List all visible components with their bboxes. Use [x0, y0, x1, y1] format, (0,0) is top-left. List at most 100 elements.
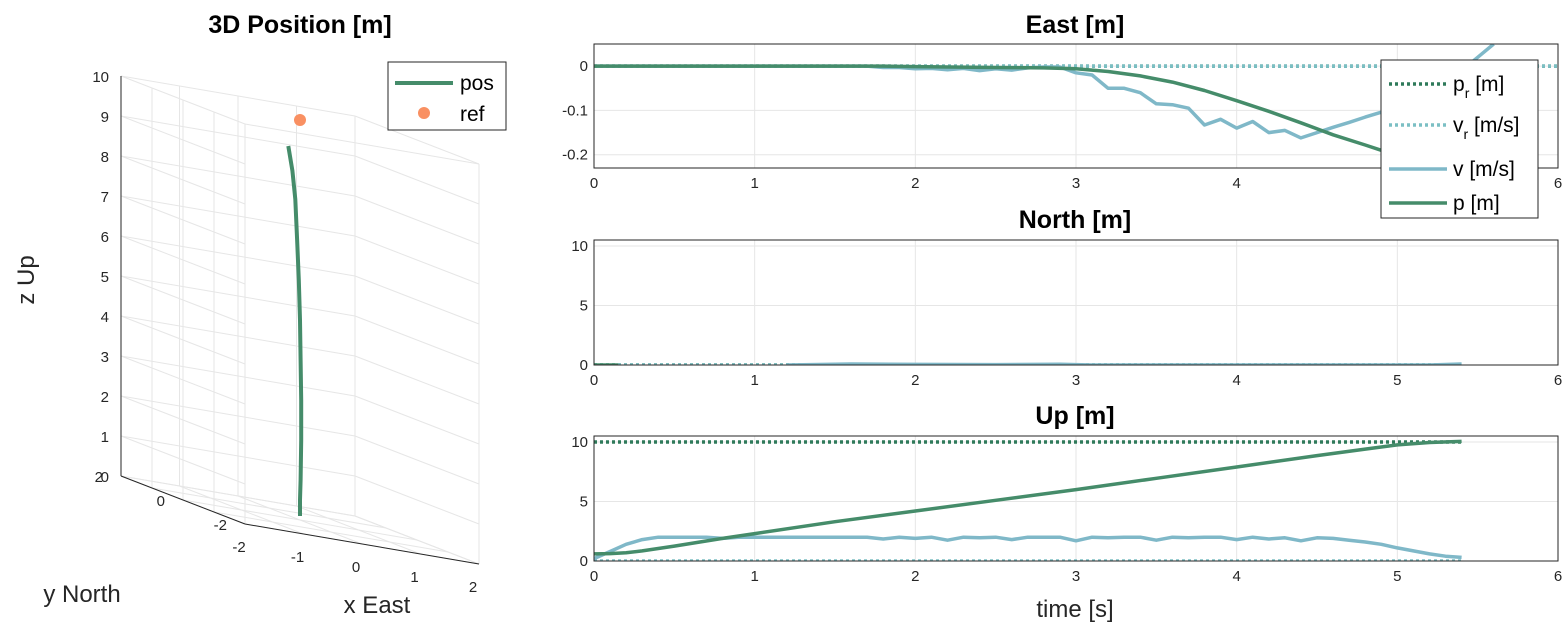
y-tick-label: 0 — [580, 58, 588, 75]
legend-box — [1380, 59, 1539, 219]
series-group — [594, 362, 1462, 365]
x-tick-label: 2 — [911, 175, 919, 192]
x-tick-label: -2 — [232, 539, 245, 556]
x-tick-label: 6 — [1554, 372, 1562, 389]
back-wall-grid-z — [120, 315, 356, 357]
axes-box — [593, 239, 1559, 366]
right-wall-grid-z — [354, 195, 480, 245]
x-tick-label: 4 — [1232, 372, 1240, 389]
left-wall-grid-z — [120, 395, 246, 445]
axes-box — [593, 435, 1559, 562]
x-axis-label-time: time [s] — [1036, 596, 1113, 623]
z-tick-label: 3 — [101, 349, 109, 366]
plot-up: 0 1 2 3 4 5 6 0 5 10 — [571, 434, 1562, 585]
right-wall-grid-z — [354, 435, 480, 485]
x-tick-label: 4 — [1232, 175, 1240, 192]
x-tick-label: 1 — [410, 569, 418, 586]
legend-entry-rest: [m/s] — [1468, 114, 1519, 137]
y-tick-label: 0 — [157, 493, 165, 510]
left-wall-grid-z — [120, 155, 246, 205]
x-tick-label: 0 — [590, 568, 598, 585]
series-line-v-m-s- — [594, 44, 1495, 140]
y-tick-label: 2 — [95, 469, 103, 486]
legend-entry: vr [m/s] — [1453, 114, 1520, 142]
z-tick-label: 10 — [92, 69, 109, 86]
right-wall-grid-z — [354, 515, 480, 565]
x-tick-label: 3 — [1072, 568, 1080, 585]
x-tick-label: 2 — [469, 579, 477, 596]
left-wall-grid-z — [120, 75, 246, 125]
x-tick-label: 5 — [1393, 568, 1401, 585]
y-tick-label: 10 — [571, 434, 588, 451]
y-tick-label: 0 — [580, 357, 588, 374]
x-tick-label: 1 — [750, 175, 758, 192]
back-wall-grid-z — [120, 195, 356, 237]
chart-title-north: North [m] — [1019, 206, 1131, 234]
y-tick-label: -2 — [214, 517, 227, 534]
back-wall-grid-z — [120, 435, 356, 477]
x-tick-label: 6 — [1554, 175, 1562, 192]
left-wall-grid-z — [120, 435, 246, 485]
x-tick-label: 1 — [750, 372, 758, 389]
series-line-v-m-s- — [786, 362, 1462, 365]
x-axis-line — [244, 523, 480, 565]
left-wall-grid-z — [120, 315, 246, 365]
legend-entry-base: p [m] — [1453, 192, 1500, 215]
series-group — [594, 439, 1462, 561]
series-line-p-m- — [594, 439, 1462, 556]
chart-title-up: Up [m] — [1035, 402, 1114, 430]
z-tick-label: 4 — [101, 309, 109, 326]
panel-up: Up [m] 0 1 2 3 4 5 6 0 5 10 time [s] — [571, 402, 1562, 623]
back-wall-grid-z — [120, 395, 356, 437]
z-tick-label: 6 — [101, 229, 109, 246]
y-tick-label: 0 — [580, 553, 588, 570]
right-wall-grid-z — [354, 395, 480, 445]
legend-3d: pos ref — [387, 61, 507, 131]
left-wall-grid-z — [120, 235, 246, 285]
x-tick-label: 0 — [590, 372, 598, 389]
y-tick-label: -0.1 — [562, 102, 588, 119]
data-3d — [286, 114, 306, 516]
x-tick-label: 2 — [911, 372, 919, 389]
right-wall-grid-z — [354, 475, 480, 525]
back-wall-grid-z — [120, 115, 356, 157]
x-tick-label: 0 — [352, 559, 360, 576]
legend-entry-base: p — [1453, 73, 1465, 96]
back-wall-grid-z — [120, 75, 356, 117]
back-wall-grid-z — [120, 475, 356, 517]
right-wall-grid-z — [354, 275, 480, 325]
back-wall-grid-z — [120, 155, 356, 197]
x-tick-label: 4 — [1232, 568, 1240, 585]
z-tick-label: 9 — [101, 109, 109, 126]
chart-title-east: East [m] — [1026, 11, 1125, 39]
right-wall-grid-z — [354, 155, 480, 205]
legend-label-ref: ref — [460, 103, 485, 126]
z-tick-label: 1 — [101, 429, 109, 446]
x-tick-label: 3 — [1072, 372, 1080, 389]
y-axis-label: y North — [43, 581, 120, 608]
y-tick-label: 5 — [580, 493, 588, 510]
series-point-ref — [294, 114, 306, 126]
x-tick-label: 3 — [1072, 175, 1080, 192]
x-tick-label: 2 — [911, 568, 919, 585]
plot-north: 0 1 2 3 4 5 6 0 5 10 — [571, 238, 1562, 389]
panel-3d-position: 3D Position [m] 012345678910-2-1012-202 … — [13, 11, 507, 619]
x-axis-label: x East — [344, 592, 411, 619]
right-wall-grid-z — [354, 235, 480, 285]
z-tick-label: 7 — [101, 189, 109, 206]
chart-title-3d: 3D Position [m] — [208, 11, 391, 39]
y-tick-label: -0.2 — [562, 147, 588, 164]
legend-entry: p [m] — [1453, 192, 1500, 215]
z-tick-label: 5 — [101, 269, 109, 286]
z-axis-label: z Up — [13, 255, 40, 304]
left-wall-grid-z — [120, 355, 246, 405]
floor-grid-y — [213, 511, 449, 553]
series-line-v-m-s- — [594, 535, 1462, 561]
legend-entry: pr [m] — [1453, 73, 1504, 101]
back-wall-grid-z — [120, 275, 356, 317]
legend-entry-base: v [m/s] — [1453, 158, 1515, 181]
floor-grid-y — [151, 487, 387, 529]
legend-entry: v [m/s] — [1453, 158, 1515, 181]
